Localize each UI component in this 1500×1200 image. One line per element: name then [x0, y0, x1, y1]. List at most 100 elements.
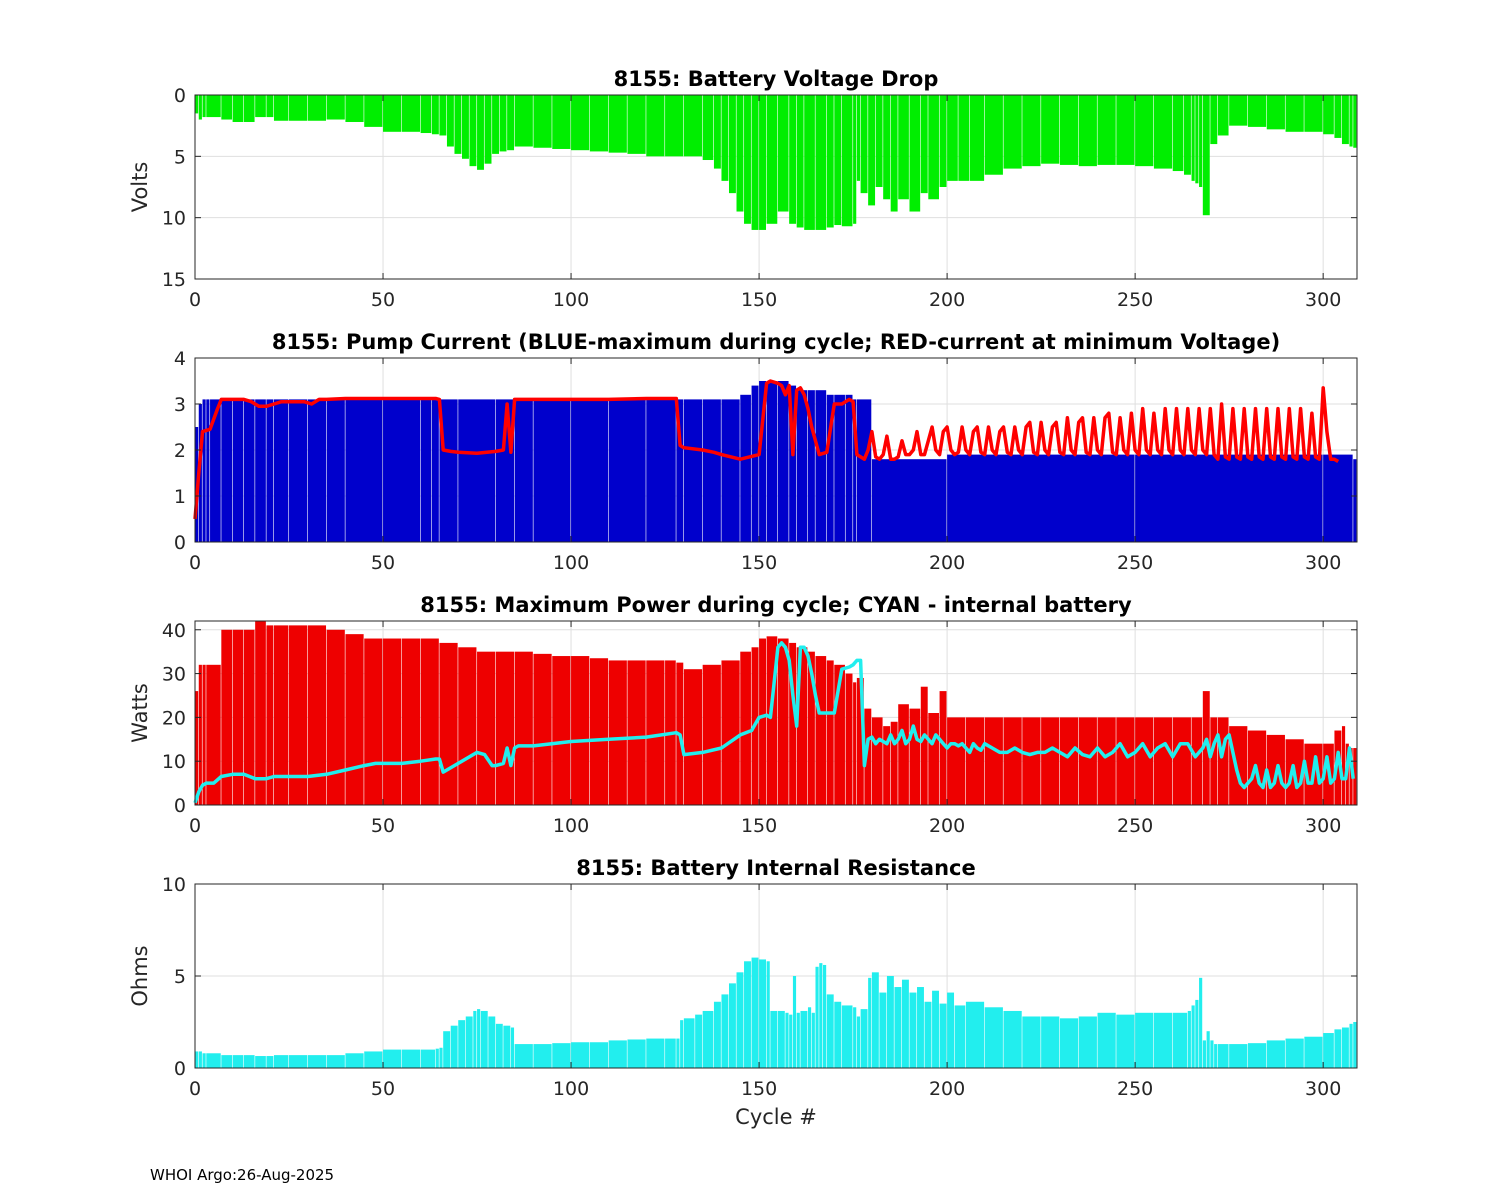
title-pump-current: 8155: Pump Current (BLUE-maximum during … — [272, 330, 1280, 354]
data-bar — [796, 647, 808, 805]
data-bar — [759, 638, 766, 805]
data-bar — [1116, 95, 1135, 165]
data-bar — [789, 95, 797, 224]
data-bar — [465, 1016, 473, 1068]
data-bar — [796, 95, 804, 228]
data-bar — [443, 1031, 451, 1068]
data-bar — [420, 95, 432, 134]
data-bar — [1003, 1010, 1022, 1068]
data-bar — [1210, 95, 1218, 145]
data-bar — [646, 1038, 665, 1068]
data-bar — [909, 992, 917, 1068]
data-bar — [1304, 1036, 1323, 1068]
data-bar — [1285, 95, 1304, 132]
data-bar — [1353, 459, 1357, 542]
data-bar — [273, 399, 289, 542]
data-bar — [770, 1010, 778, 1068]
data-bar — [736, 95, 744, 212]
data-bar — [1078, 95, 1097, 167]
data-bar — [969, 95, 985, 181]
data-bar — [1003, 717, 1022, 805]
data-bar — [1097, 1012, 1116, 1068]
data-bar — [345, 634, 364, 805]
data-bar — [484, 95, 492, 164]
data-bar — [702, 399, 721, 542]
data-bar — [676, 1038, 680, 1068]
data-bar — [571, 95, 590, 151]
data-bar — [1116, 717, 1135, 805]
data-bar — [1202, 691, 1210, 805]
data-bar — [1229, 1044, 1248, 1068]
data-bar — [431, 399, 439, 542]
data-bar — [917, 987, 924, 1068]
data-bar — [721, 660, 740, 805]
data-bar — [759, 959, 766, 1068]
data-bar — [255, 1056, 266, 1068]
xlabel-cycle: Cycle # — [735, 1105, 817, 1129]
y-tick-label: 2 — [174, 440, 186, 462]
data-bar — [1341, 95, 1349, 145]
data-bar — [266, 95, 274, 118]
data-bar — [326, 399, 345, 542]
data-bar — [552, 1043, 571, 1068]
data-bar — [1059, 95, 1079, 165]
data-bar — [646, 95, 665, 157]
data-bar — [195, 95, 199, 114]
data-bar — [646, 399, 676, 542]
data-bar — [1172, 717, 1191, 805]
data-bar — [221, 95, 233, 120]
data-bar — [1078, 1016, 1097, 1068]
data-bar — [202, 95, 206, 118]
x-tick-label: 100 — [553, 815, 589, 837]
data-bar — [206, 664, 221, 805]
x-tick-label: 150 — [741, 552, 777, 574]
data-bar — [796, 390, 808, 542]
data-bar — [954, 1005, 966, 1068]
data-bar — [221, 1055, 233, 1068]
data-bar — [243, 1055, 255, 1068]
data-bar — [792, 976, 797, 1068]
data-bar — [898, 704, 909, 805]
data-bar — [477, 651, 496, 805]
data-bar — [435, 1048, 439, 1068]
x-tick-label: 0 — [189, 815, 201, 837]
data-bar — [1187, 1010, 1191, 1068]
y-tick-label: 1 — [174, 486, 186, 508]
data-bar — [898, 95, 909, 200]
data-bar — [243, 629, 255, 805]
data-bar — [477, 95, 484, 170]
data-bar — [1022, 1016, 1041, 1068]
y-tick-label: 10 — [162, 751, 186, 773]
data-bar — [326, 629, 345, 805]
data-bar — [202, 399, 206, 542]
data-bar — [683, 669, 703, 805]
data-bar — [439, 399, 458, 542]
data-bar — [1153, 717, 1173, 805]
data-bar — [1078, 717, 1097, 805]
data-bar — [202, 1053, 206, 1068]
x-tick-label: 200 — [929, 552, 965, 574]
y-tick-label: 10 — [162, 874, 186, 896]
data-bar — [552, 656, 571, 805]
data-bar — [495, 1023, 503, 1068]
data-bar — [1199, 977, 1203, 1068]
data-bar — [1022, 717, 1041, 805]
data-bar — [232, 1055, 244, 1068]
data-bar — [721, 95, 729, 181]
data-bar — [420, 1049, 436, 1068]
data-bar — [845, 394, 853, 542]
data-bar — [1097, 717, 1116, 805]
y-tick-label: 0 — [174, 1058, 186, 1080]
data-bar — [744, 961, 751, 1068]
data-bar — [589, 95, 609, 152]
data-bar — [195, 691, 199, 805]
data-bar — [939, 1003, 947, 1068]
data-bar — [868, 95, 876, 206]
data-bar — [909, 708, 921, 805]
data-bar — [1202, 95, 1210, 216]
data-bar — [766, 961, 770, 1068]
data-bar — [823, 964, 827, 1068]
data-bar — [469, 95, 477, 167]
series-line — [193, 641, 1355, 804]
data-bar — [232, 399, 244, 542]
